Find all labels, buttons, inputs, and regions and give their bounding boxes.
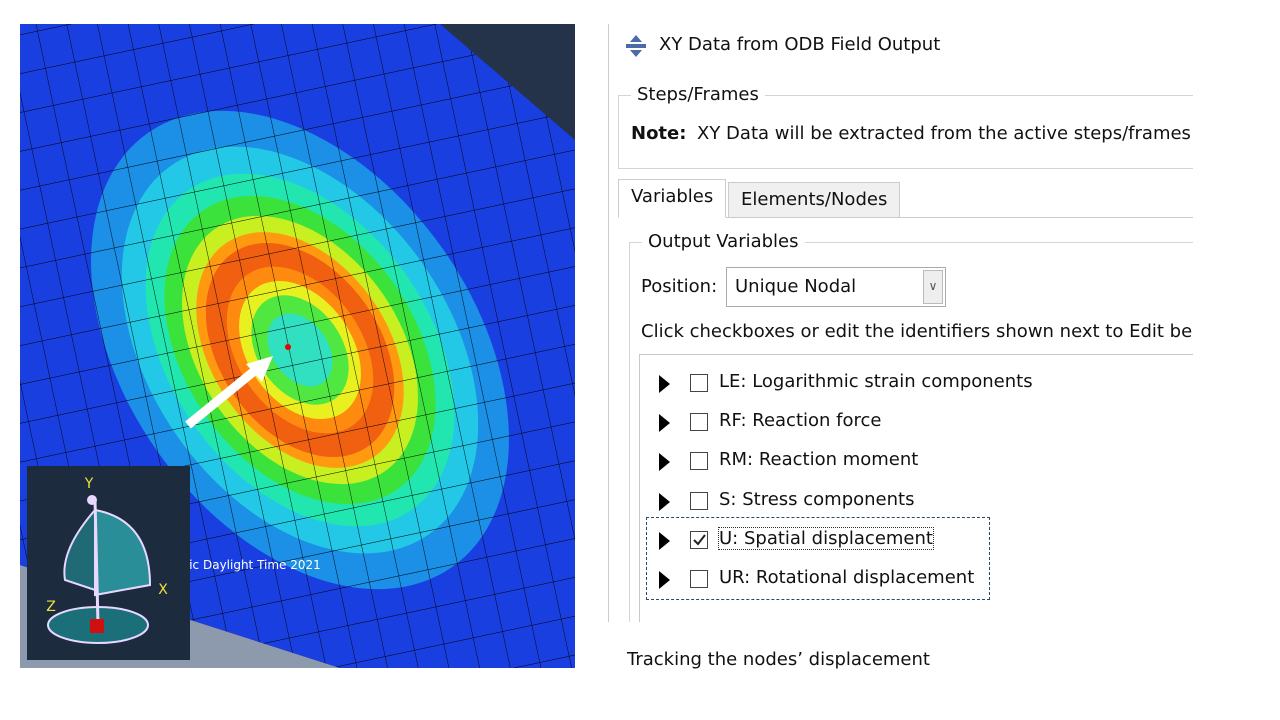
axis-label: Z xyxy=(46,599,56,615)
group-box xyxy=(618,95,1193,169)
axis-label: Y xyxy=(84,476,94,492)
checkbox[interactable] xyxy=(690,413,708,432)
tab[interactable]: Elements/Nodes xyxy=(728,182,901,218)
axis-label: X xyxy=(158,582,168,598)
checkbox[interactable] xyxy=(690,452,708,471)
tab-line xyxy=(618,217,1193,218)
variable-label[interactable]: UR: Rotational displacement xyxy=(719,567,975,588)
group-box xyxy=(629,242,1193,622)
checkbox[interactable] xyxy=(690,374,708,392)
variable-label[interactable]: LE: Logarithmic strain components xyxy=(719,371,1033,392)
timestamp: fic Daylight Time 2021 xyxy=(185,558,321,572)
highlight-box xyxy=(646,517,990,600)
expand-arrow[interactable] xyxy=(659,375,670,393)
caption: Tracking the nodes’ displacement xyxy=(627,649,930,670)
expand-arrow[interactable] xyxy=(659,414,670,433)
variable-label[interactable]: RF: Reaction force xyxy=(719,410,882,432)
position-label: Position: xyxy=(641,276,718,297)
position-combo[interactable]: Unique Nodal ∨ xyxy=(726,267,946,307)
variable-label[interactable]: RM: Reaction moment xyxy=(719,449,919,471)
variable-list xyxy=(639,354,1193,622)
expand-arrow[interactable] xyxy=(659,531,670,550)
checkbox[interactable] xyxy=(690,570,708,588)
dialog: XY Data from ODB Field Output Steps/Fram… xyxy=(608,24,1193,622)
variable-label[interactable]: U: Spatial displacement xyxy=(718,526,934,550)
group-title: Steps/Frames xyxy=(631,84,765,105)
group-title: Output Variables xyxy=(642,231,805,252)
expand-arrow[interactable] xyxy=(659,492,670,511)
contour-plot: fic Daylight Time 2021 Y X Z xyxy=(20,24,575,668)
note-text: XY Data will be extracted from the activ… xyxy=(697,123,1191,144)
tab[interactable]: Variables xyxy=(618,179,727,218)
note-label: Note: xyxy=(631,123,687,144)
variable-label[interactable]: S: Stress components xyxy=(719,488,915,510)
checkmark xyxy=(693,534,706,546)
checkbox[interactable] xyxy=(690,491,708,510)
instruction: Click checkboxes or edit the identifiers… xyxy=(641,321,1193,342)
dialog-icon xyxy=(626,35,646,57)
combo-value: Unique Nodal xyxy=(735,276,857,297)
combo-arrow[interactable]: ∨ xyxy=(923,270,943,304)
expand-arrow[interactable] xyxy=(659,571,670,589)
dialog-title: XY Data from ODB Field Output xyxy=(659,34,941,55)
expand-arrow[interactable] xyxy=(659,453,670,472)
checkbox[interactable] xyxy=(690,530,708,549)
